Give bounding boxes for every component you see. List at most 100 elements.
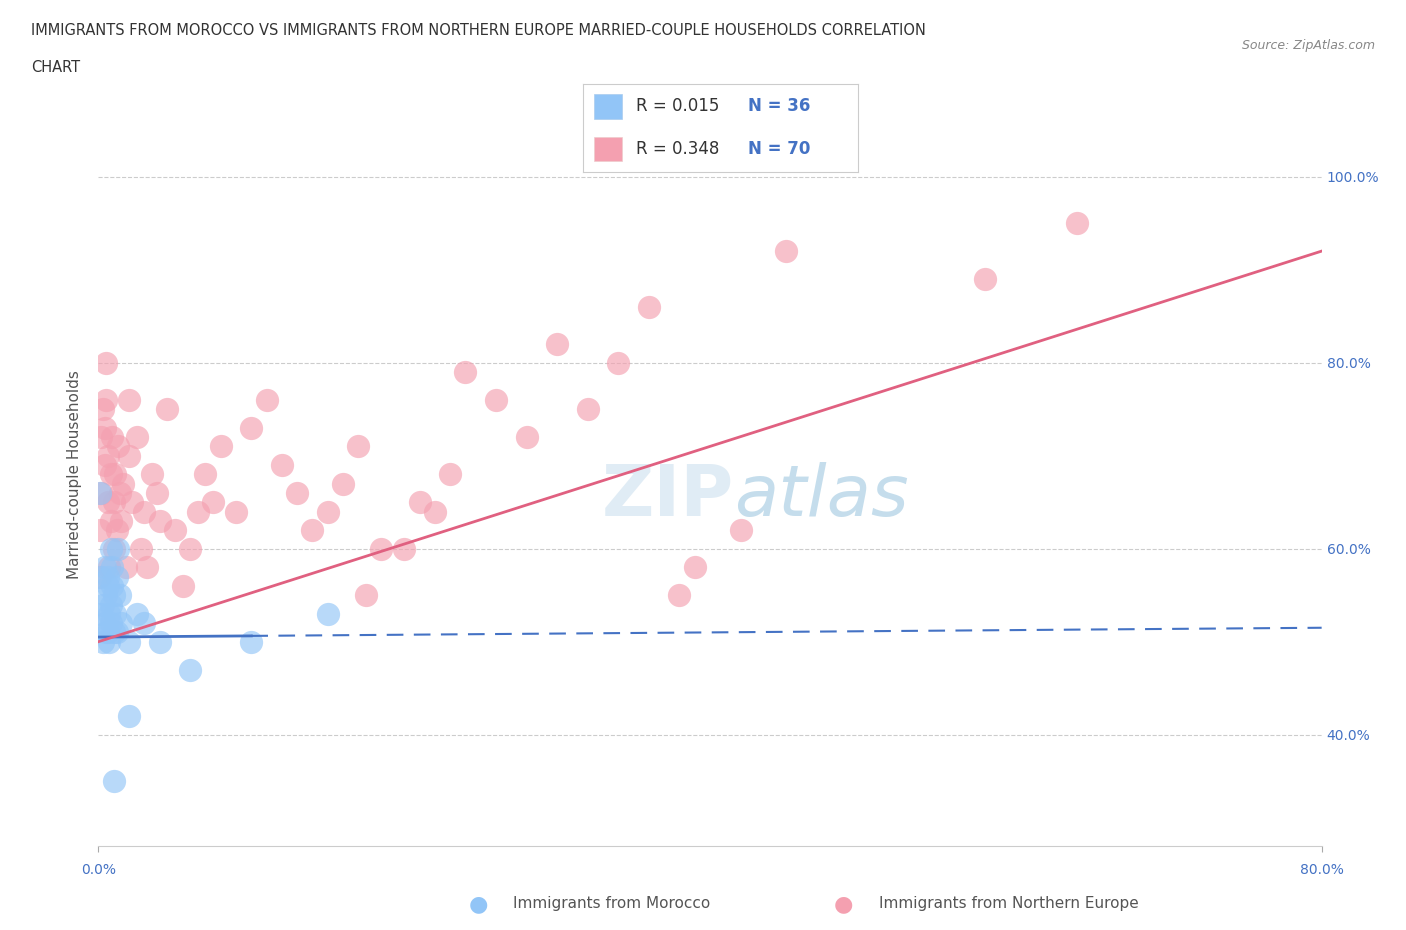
- Text: 0.0%: 0.0%: [82, 863, 115, 877]
- Point: [179, 541, 201, 556]
- Point: [392, 541, 416, 556]
- Point: [98, 560, 121, 575]
- Point: [125, 430, 148, 445]
- Point: [156, 402, 179, 417]
- Point: [187, 504, 209, 519]
- Point: [94, 588, 117, 603]
- Point: [103, 495, 125, 510]
- Point: [149, 634, 172, 649]
- Point: [101, 560, 124, 575]
- Point: [179, 662, 201, 677]
- Point: [100, 513, 122, 528]
- Point: [454, 365, 477, 379]
- Point: [90, 606, 112, 621]
- FancyBboxPatch shape: [595, 94, 621, 119]
- Point: [90, 430, 112, 445]
- Text: IMMIGRANTS FROM MOROCCO VS IMMIGRANTS FROM NORTHERN EUROPE MARRIED-COUPLE HOUSEH: IMMIGRANTS FROM MOROCCO VS IMMIGRANTS FR…: [31, 23, 925, 38]
- Point: [110, 513, 132, 528]
- Point: [125, 606, 148, 621]
- Point: [607, 355, 630, 370]
- Point: [332, 476, 354, 491]
- Point: [301, 523, 323, 538]
- Point: [285, 485, 308, 500]
- Text: N = 70: N = 70: [748, 140, 810, 158]
- Point: [89, 569, 111, 584]
- Point: [347, 439, 370, 454]
- Point: [100, 616, 122, 631]
- Text: atlas: atlas: [734, 462, 910, 531]
- Text: Immigrants from Morocco: Immigrants from Morocco: [513, 897, 710, 911]
- Point: [118, 709, 141, 724]
- Point: [730, 523, 752, 538]
- Point: [172, 578, 194, 593]
- Point: [90, 485, 112, 500]
- Point: [101, 578, 124, 593]
- Point: [103, 541, 125, 556]
- Point: [129, 541, 152, 556]
- Point: [104, 467, 127, 482]
- Point: [105, 625, 128, 640]
- Point: [103, 774, 125, 789]
- Point: [974, 272, 997, 286]
- Point: [240, 420, 263, 435]
- Text: ZIP: ZIP: [602, 462, 734, 531]
- Point: [225, 504, 247, 519]
- Point: [89, 485, 111, 500]
- Point: [194, 467, 217, 482]
- FancyBboxPatch shape: [595, 137, 621, 162]
- Point: [108, 588, 131, 603]
- Point: [240, 634, 263, 649]
- Point: [91, 597, 114, 612]
- Point: [115, 560, 138, 575]
- Point: [118, 634, 141, 649]
- Text: 80.0%: 80.0%: [1299, 863, 1344, 877]
- Point: [104, 606, 127, 621]
- Point: [316, 606, 339, 621]
- Point: [576, 402, 599, 417]
- Text: Immigrants from Northern Europe: Immigrants from Northern Europe: [879, 897, 1139, 911]
- Point: [354, 588, 377, 603]
- Point: [775, 244, 797, 259]
- Point: [439, 467, 461, 482]
- Point: [118, 392, 141, 407]
- Point: [134, 616, 156, 631]
- Point: [108, 485, 131, 500]
- Point: [105, 523, 128, 538]
- Point: [546, 337, 568, 352]
- Point: [97, 578, 120, 593]
- Point: [683, 560, 706, 575]
- Point: [163, 523, 186, 538]
- Point: [134, 504, 156, 519]
- Point: [110, 616, 132, 631]
- Point: [97, 625, 120, 640]
- Point: [370, 541, 392, 556]
- Point: [89, 523, 111, 538]
- Point: [105, 569, 128, 584]
- Point: [270, 458, 292, 472]
- Point: [97, 448, 120, 463]
- Text: R = 0.348: R = 0.348: [636, 140, 718, 158]
- Point: [516, 430, 538, 445]
- Point: [93, 616, 115, 631]
- Point: [121, 495, 143, 510]
- Point: [256, 392, 278, 407]
- Point: [100, 467, 122, 482]
- Point: [97, 495, 120, 510]
- Text: ●: ●: [834, 894, 853, 914]
- Text: Source: ZipAtlas.com: Source: ZipAtlas.com: [1241, 39, 1375, 52]
- Point: [202, 495, 225, 510]
- Point: [145, 485, 167, 500]
- Point: [1066, 216, 1088, 231]
- Point: [209, 439, 232, 454]
- Point: [423, 504, 446, 519]
- Point: [91, 634, 114, 649]
- Point: [149, 513, 172, 528]
- Point: [107, 541, 129, 556]
- Point: [98, 634, 121, 649]
- Point: [103, 625, 125, 640]
- Point: [141, 467, 163, 482]
- Y-axis label: Married-couple Households: Married-couple Households: [67, 370, 83, 578]
- Point: [101, 430, 124, 445]
- Point: [93, 458, 115, 472]
- Point: [100, 541, 122, 556]
